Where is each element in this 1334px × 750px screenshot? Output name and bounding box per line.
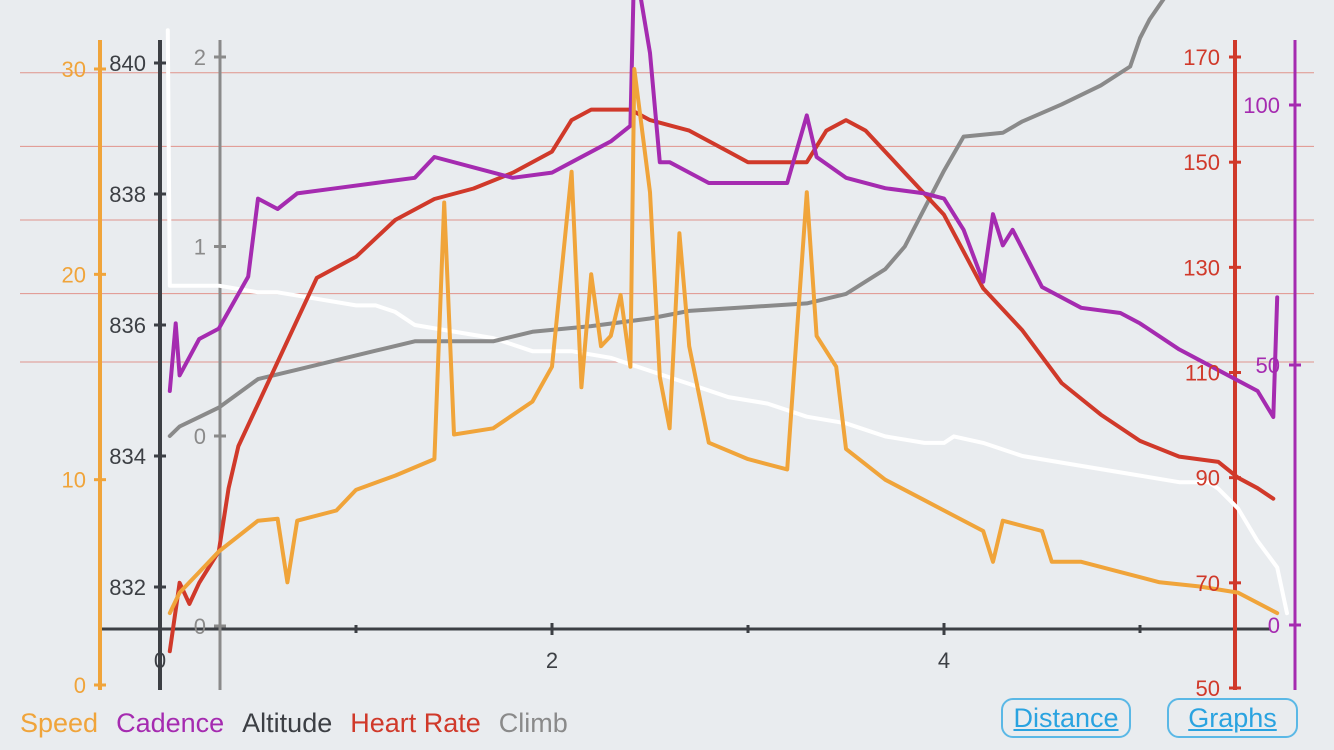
heart-rate-tick-label: 170 xyxy=(1183,45,1220,70)
climb-tick-label: 0 xyxy=(194,424,206,449)
series-climb xyxy=(167,0,1166,438)
altitude-tick-label: 840 xyxy=(109,51,146,76)
cadence-tick-label: 100 xyxy=(1243,93,1280,118)
heart-rate-tick-label: 110 xyxy=(1185,361,1220,386)
altitude-tick-label: 832 xyxy=(109,575,146,600)
legend-heart-rate: Heart Rate xyxy=(350,708,481,738)
heart-rate-tick-label: 150 xyxy=(1183,150,1220,175)
distance-button[interactable]: Distance xyxy=(1001,698,1131,738)
heart-rate-tick-label: 130 xyxy=(1183,255,1220,280)
chart-area: 0 2 4 0 10 20 30 832 834 836 838 840 0 0 1 2 50 70 90 110 13… xyxy=(20,0,1314,700)
legend-cadence: Cadence xyxy=(116,708,225,738)
series-speed xyxy=(167,67,1280,616)
legend-climb: Climb xyxy=(498,708,568,738)
heart-rate-tick-label: 50 xyxy=(1196,676,1220,700)
speed-tick-label: 30 xyxy=(62,57,86,82)
graphs-button[interactable]: Graphs xyxy=(1167,698,1298,738)
speed-tick-label: 10 xyxy=(62,468,86,493)
x-tick-label: 2 xyxy=(546,648,558,673)
series-altitude xyxy=(165,28,1289,616)
cadence-tick-label: 0 xyxy=(1268,613,1280,638)
cadence-tick-label: 50 xyxy=(1256,353,1280,378)
climb-tick-label: 1 xyxy=(194,235,206,260)
altitude-tick-label: 836 xyxy=(109,313,146,338)
climb-tick-label: 0 xyxy=(194,614,206,639)
heart-rate-tick-label: 70 xyxy=(1196,571,1220,596)
altitude-tick-label: 838 xyxy=(109,182,146,207)
climb-tick-label: 2 xyxy=(194,45,206,70)
heart-rate-tick-label: 90 xyxy=(1196,466,1220,491)
series-heart-rate xyxy=(167,107,1276,654)
speed-tick-label: 0 xyxy=(74,673,86,698)
speed-tick-label: 20 xyxy=(62,262,86,287)
series-cadence xyxy=(167,0,1280,419)
x-tick-label: 0 xyxy=(154,648,166,673)
altitude-tick-label: 834 xyxy=(109,444,146,469)
legend-speed: Speed xyxy=(20,708,99,738)
chart-legend: Speed Cadence Altitude Heart Rate Climb xyxy=(20,708,568,739)
legend-altitude: Altitude xyxy=(242,708,333,738)
x-tick-label: 4 xyxy=(938,648,950,673)
